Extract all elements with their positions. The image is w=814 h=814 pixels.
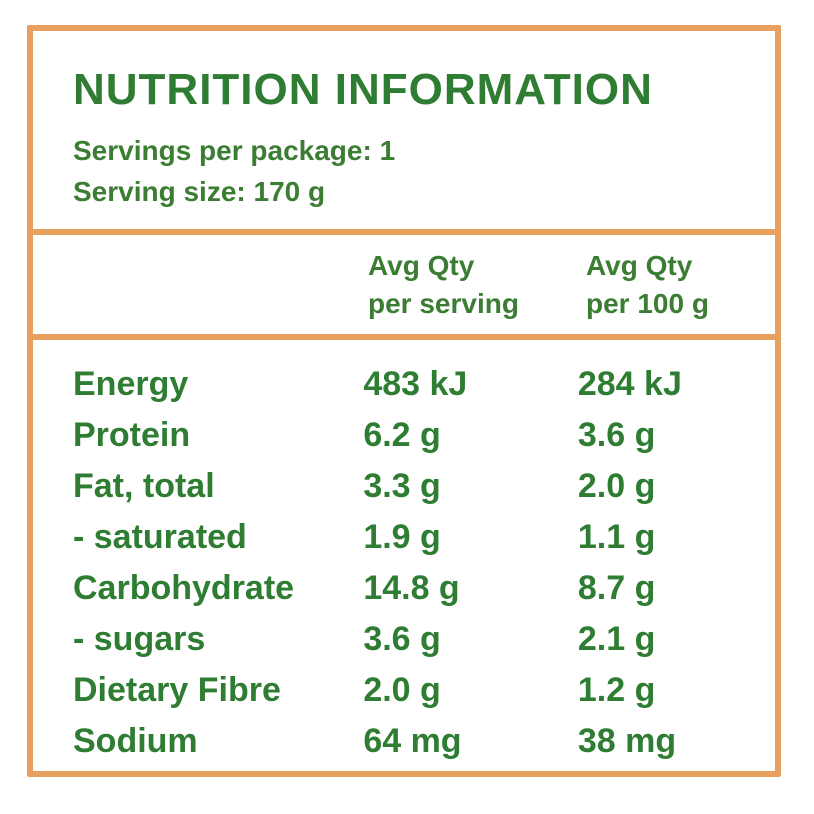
nutrient-label: - saturated xyxy=(73,518,247,556)
table-row: Protein 6.2 g 3.6 g xyxy=(73,410,755,461)
column-header-per-serving: Avg Qty per serving xyxy=(368,247,519,323)
per-serving-value: 3.3 g xyxy=(363,467,441,505)
column-header-line: per serving xyxy=(368,288,519,319)
nutrient-label: Dietary Fibre xyxy=(73,671,281,709)
column-header-line: Avg Qty xyxy=(586,250,693,281)
per-serving-value: 483 kJ xyxy=(363,365,468,403)
table-row: Fat, total 3.3 g 2.0 g xyxy=(73,461,755,512)
nutrition-panel: NUTRITION INFORMATION Servings per packa… xyxy=(27,25,781,777)
serving-size: Serving size: 170 g xyxy=(73,176,326,207)
per-100g-value: 3.6 g xyxy=(577,416,656,454)
per-serving-value: 64 mg xyxy=(363,722,462,760)
per-100g-value: 1.2 g xyxy=(577,671,656,709)
per-100g-value: 38 mg xyxy=(577,722,677,760)
table-row: Dietary Fibre 2.0 g 1.2 g xyxy=(73,665,755,716)
per-serving-value: 1.9 g xyxy=(363,518,441,556)
per-serving-value: 3.6 g xyxy=(363,620,441,658)
nutrient-label: Protein xyxy=(73,416,191,454)
nutrient-label: Energy xyxy=(73,365,189,403)
column-header-line: per 100 g xyxy=(586,288,709,319)
table-row: Sodium 64 mg 38 mg xyxy=(73,716,755,767)
nutrient-label: Fat, total xyxy=(73,467,215,505)
per-serving-value: 2.0 g xyxy=(363,671,441,709)
nutrient-label: - sugars xyxy=(73,620,206,658)
column-divider xyxy=(33,334,775,340)
table-row: Energy 483 kJ 284 kJ xyxy=(73,359,755,410)
header-divider xyxy=(33,229,775,235)
nutrient-label: Carbohydrate xyxy=(73,569,295,607)
column-header-line: Avg Qty xyxy=(368,250,475,281)
table-row: Carbohydrate 14.8 g 8.7 g xyxy=(73,563,755,614)
per-serving-value: 14.8 g xyxy=(363,569,460,607)
per-100g-value: 8.7 g xyxy=(577,569,656,607)
nutrient-table: Energy 483 kJ 284 kJ Protein 6.2 g 3.6 g… xyxy=(73,359,755,767)
column-header-per-100g: Avg Qty per 100 g xyxy=(586,247,709,323)
per-serving-value: 6.2 g xyxy=(363,416,441,454)
table-row: - sugars 3.6 g 2.1 g xyxy=(73,614,755,665)
servings-per-package: Servings per package: 1 xyxy=(73,135,396,166)
per-100g-value: 2.1 g xyxy=(577,620,656,658)
nutrient-label: Sodium xyxy=(73,722,198,760)
panel-title: NUTRITION INFORMATION xyxy=(73,65,653,114)
table-row: - saturated 1.9 g 1.1 g xyxy=(73,512,755,563)
per-100g-value: 1.1 g xyxy=(577,518,656,556)
per-100g-value: 2.0 g xyxy=(577,467,656,505)
per-100g-value: 284 kJ xyxy=(577,365,682,403)
